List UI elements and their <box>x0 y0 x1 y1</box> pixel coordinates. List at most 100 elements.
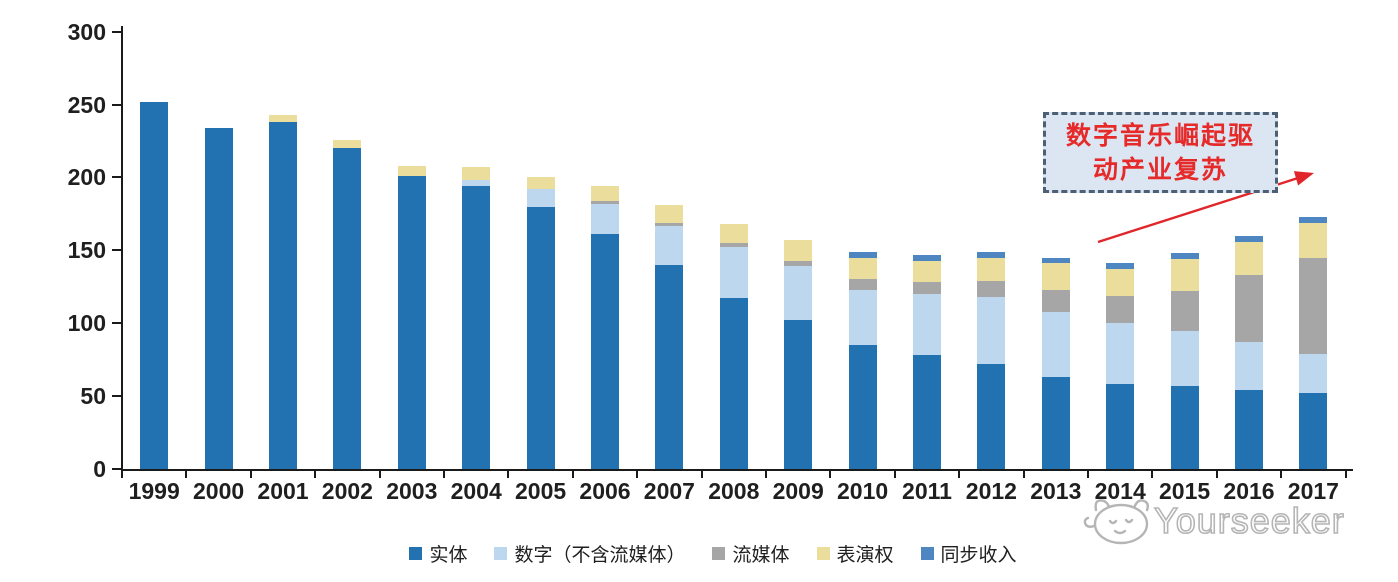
bar-2012 <box>977 251 1006 469</box>
bar-segment <box>913 254 941 261</box>
bar-segment <box>591 200 619 204</box>
bar-segment <box>1106 323 1135 385</box>
y-axis-tick-label: 250 <box>67 91 106 118</box>
bar-2006 <box>591 186 619 469</box>
bar-1999 <box>140 101 169 469</box>
x-axis-year-label: 1999 <box>128 478 180 504</box>
bar-segment <box>1106 269 1135 296</box>
bar-segment <box>1235 241 1263 276</box>
y-axis-tick-label: 200 <box>67 164 106 191</box>
x-tick <box>958 469 961 478</box>
bar-segment <box>1170 291 1199 331</box>
bar-segment <box>204 127 233 469</box>
bar-segment <box>526 206 555 469</box>
x-tick <box>378 469 381 478</box>
legend-marker <box>409 547 423 560</box>
legend-label: 实体 <box>429 545 468 566</box>
x-axis-year-label: 2006 <box>579 478 631 504</box>
bar-segment <box>913 282 941 295</box>
bar-segment <box>848 345 877 469</box>
bar-segment <box>1041 311 1070 378</box>
bar-segment <box>977 364 1006 469</box>
x-tick <box>765 469 767 478</box>
bar-segment <box>848 257 877 280</box>
x-tick <box>571 469 574 478</box>
x-tick <box>1022 469 1025 478</box>
bar-2014 <box>1106 263 1135 469</box>
bar-segment <box>655 205 684 223</box>
bar-segment <box>719 224 748 244</box>
bar-segment <box>977 251 1006 258</box>
bar-2009 <box>784 240 813 469</box>
bar-2003 <box>397 165 426 469</box>
x-tick <box>1151 469 1154 478</box>
bar-segment <box>913 355 941 469</box>
bar-segment <box>913 260 941 283</box>
bar-segment <box>655 264 684 469</box>
bar-segment <box>1235 342 1263 391</box>
bar-segment <box>655 225 684 265</box>
x-axis-year-label: 2008 <box>708 478 760 504</box>
x-axis-year-label: 2016 <box>1223 478 1275 504</box>
bar-2016 <box>1235 235 1263 469</box>
bar-segment <box>1170 330 1199 386</box>
x-tick <box>636 469 639 478</box>
bar-2005 <box>526 177 555 469</box>
bar-segment <box>1041 257 1070 264</box>
y-tick <box>112 468 121 470</box>
bar-segment <box>526 177 555 190</box>
legend-marker <box>920 547 934 560</box>
bar-segment <box>333 139 362 149</box>
bar-segment <box>1299 222 1328 258</box>
x-tick <box>249 469 252 478</box>
y-tick <box>112 30 121 33</box>
x-tick <box>1215 469 1218 478</box>
y-axis-tick-label: 0 <box>93 456 106 482</box>
bar-segment <box>977 280 1006 297</box>
bar-segment <box>1041 263 1070 290</box>
bar-segment <box>1170 259 1199 292</box>
bar-segment <box>1170 385 1199 469</box>
bar-segment <box>784 240 813 261</box>
bar-2000 <box>204 127 233 469</box>
annotation-text-line1: 数字音乐崛起驱 <box>1065 121 1255 150</box>
x-axis-year-label: 2005 <box>515 478 567 504</box>
bar-segment <box>848 289 877 346</box>
x-tick <box>700 469 703 478</box>
bar-segment <box>913 294 941 356</box>
x-tick <box>1087 469 1089 478</box>
bar-segment <box>333 148 362 469</box>
bar-segment <box>1299 393 1328 469</box>
bar-segment <box>1041 377 1070 469</box>
x-axis-year-label: 2010 <box>837 478 889 504</box>
x-tick <box>1280 469 1283 478</box>
x-axis-year-label: 2017 <box>1287 478 1339 504</box>
x-tick <box>121 469 123 478</box>
x-axis-year-label: 2015 <box>1159 478 1211 504</box>
x-tick <box>507 469 510 478</box>
legend-label: 流媒体 <box>732 545 790 566</box>
bar-segment <box>848 279 877 290</box>
bar-segment <box>1106 384 1135 469</box>
x-axis-year-label: 2011 <box>902 478 952 504</box>
bar-2007 <box>655 205 684 469</box>
y-tick <box>112 322 121 325</box>
bar-segment <box>591 203 619 235</box>
bar-2015 <box>1170 253 1199 469</box>
bar-segment <box>397 175 426 469</box>
legend-item: 数字（不含流媒体） <box>494 540 685 567</box>
bar-segment <box>719 247 748 299</box>
x-tick <box>893 469 896 478</box>
bar-segment <box>1299 257 1328 354</box>
x-tick <box>443 469 445 478</box>
y-axis-tick-label: 50 <box>80 383 106 410</box>
y-tick <box>112 249 121 252</box>
x-axis-year-label: 2002 <box>321 478 373 504</box>
bar-segment <box>1170 253 1199 260</box>
x-axis-line <box>121 469 1353 471</box>
y-tick <box>112 103 121 106</box>
bar-2017 <box>1299 216 1328 469</box>
bar-segment <box>1106 295 1135 324</box>
annotation-callout: 数字音乐崛起驱 动产业复苏 <box>1043 112 1278 193</box>
